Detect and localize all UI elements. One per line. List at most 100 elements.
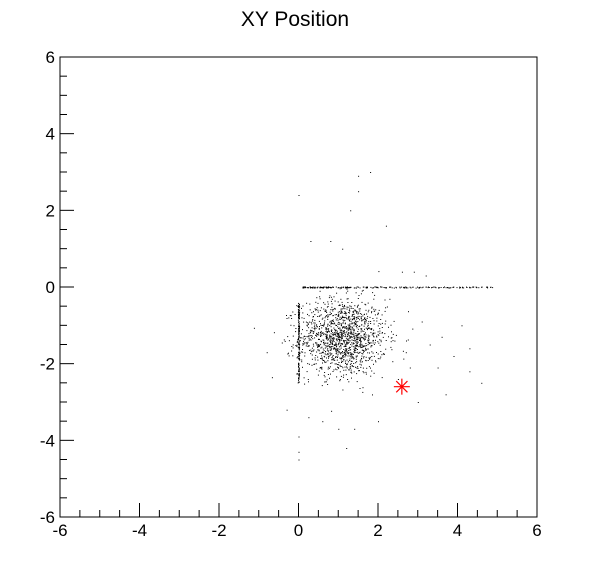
data-point <box>336 351 338 353</box>
data-point <box>323 333 325 335</box>
data-point <box>338 323 340 325</box>
data-point <box>350 332 352 334</box>
data-point <box>379 328 381 330</box>
data-point <box>292 335 294 337</box>
data-point <box>361 349 363 351</box>
axis-ticks <box>59 56 538 518</box>
data-point <box>336 376 338 378</box>
data-point <box>369 358 371 360</box>
data-point <box>335 363 337 365</box>
data-point <box>330 313 332 315</box>
data-point <box>333 359 335 361</box>
data-point <box>298 351 300 353</box>
data-point <box>367 325 369 327</box>
data-point <box>373 363 374 365</box>
data-point <box>355 341 357 343</box>
data-point <box>384 310 386 312</box>
data-point <box>376 320 378 322</box>
data-point <box>352 308 354 309</box>
data-point <box>354 340 356 342</box>
data-point <box>326 342 328 344</box>
data-point <box>338 327 339 329</box>
data-point <box>289 315 291 317</box>
data-point <box>301 361 303 363</box>
data-point <box>354 347 356 349</box>
data-point <box>372 292 374 294</box>
data-point <box>302 344 304 346</box>
data-point <box>347 329 349 331</box>
data-point <box>322 359 324 361</box>
data-point <box>370 321 372 322</box>
data-point <box>330 346 332 348</box>
data-point <box>303 377 305 379</box>
y-tick-label: -2 <box>40 355 55 374</box>
data-point <box>306 287 308 289</box>
data-point <box>350 286 352 288</box>
data-point <box>311 335 313 337</box>
data-point <box>374 332 376 334</box>
data-point <box>312 286 314 288</box>
data-point <box>298 331 300 333</box>
data-point <box>298 330 300 332</box>
data-point <box>349 325 351 327</box>
data-point <box>403 358 405 360</box>
data-point <box>339 304 341 306</box>
data-point <box>369 328 371 330</box>
data-point <box>298 195 300 196</box>
data-point <box>345 332 347 334</box>
data-point <box>336 350 338 352</box>
data-point <box>401 286 403 288</box>
data-point <box>445 287 447 289</box>
data-point <box>317 359 319 361</box>
data-point <box>323 344 325 346</box>
data-point <box>322 339 324 341</box>
data-point <box>487 287 488 289</box>
data-point <box>335 344 337 346</box>
data-point <box>339 371 341 373</box>
data-point <box>429 344 431 346</box>
data-point <box>301 317 303 319</box>
data-point <box>356 355 358 357</box>
data-point <box>349 328 351 330</box>
data-point <box>323 342 324 343</box>
data-point <box>286 315 287 316</box>
data-point <box>321 318 323 320</box>
data-point <box>327 303 329 305</box>
data-point <box>333 345 335 346</box>
data-point <box>350 369 352 371</box>
data-point <box>339 379 341 381</box>
data-point <box>298 363 300 365</box>
data-point <box>343 331 345 333</box>
data-point <box>339 312 341 314</box>
data-point <box>415 287 417 289</box>
data-point <box>329 336 331 338</box>
data-point <box>309 349 310 351</box>
data-point <box>310 332 312 334</box>
data-point <box>328 338 330 340</box>
data-point <box>368 343 370 345</box>
data-point <box>298 314 300 316</box>
data-point <box>359 363 361 365</box>
data-point <box>356 381 358 383</box>
data-point <box>335 324 337 326</box>
data-point <box>339 327 341 329</box>
data-point <box>360 331 362 333</box>
data-point <box>325 315 327 317</box>
data-point <box>332 332 334 334</box>
data-point <box>345 362 346 364</box>
data-point <box>298 451 300 453</box>
data-point <box>339 335 341 337</box>
data-point <box>427 286 429 288</box>
data-point <box>301 359 303 361</box>
data-point <box>351 339 353 341</box>
data-point <box>425 275 427 277</box>
data-point <box>298 364 299 366</box>
data-point <box>345 316 347 318</box>
data-point <box>376 352 377 353</box>
data-point <box>324 317 326 319</box>
data-point <box>332 358 334 360</box>
data-point <box>357 351 359 353</box>
data-point <box>310 241 312 242</box>
data-point <box>356 367 358 369</box>
data-point <box>355 352 357 353</box>
